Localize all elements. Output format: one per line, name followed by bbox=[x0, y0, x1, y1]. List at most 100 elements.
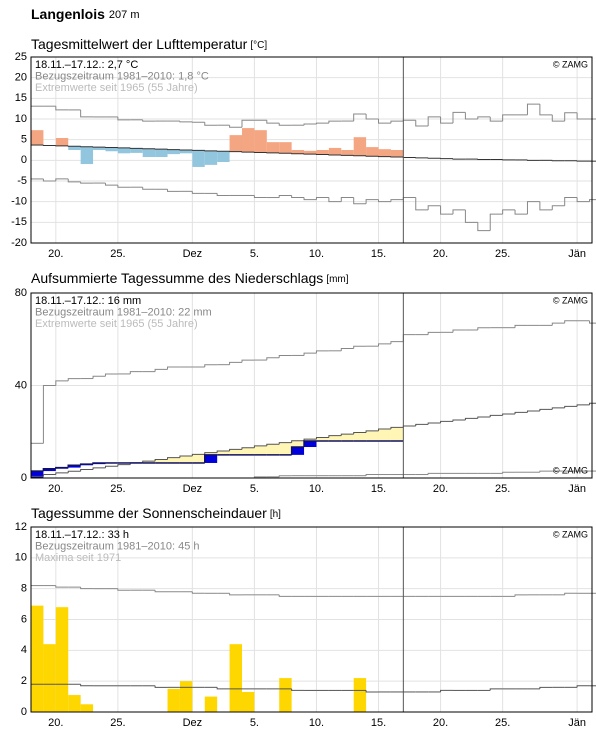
min-line bbox=[526, 201, 540, 215]
min-line bbox=[589, 199, 596, 202]
min-line bbox=[315, 197, 329, 200]
anomaly-bar bbox=[390, 150, 404, 158]
anomaly-bar bbox=[204, 150, 218, 165]
normal-line bbox=[167, 457, 180, 460]
normal-line bbox=[378, 428, 391, 431]
deficit-area bbox=[279, 442, 292, 455]
max-line bbox=[117, 588, 131, 591]
anomaly-bar bbox=[366, 147, 379, 157]
deficit-area bbox=[328, 435, 342, 441]
anomaly-bar bbox=[105, 147, 118, 152]
normal-line bbox=[216, 450, 230, 453]
x-tick-label: 20. bbox=[48, 248, 63, 260]
y-tick-label: -20 bbox=[11, 237, 27, 249]
bar bbox=[279, 678, 292, 712]
anomaly-bar bbox=[378, 149, 391, 157]
normal-line bbox=[514, 411, 528, 414]
max-line bbox=[477, 116, 491, 119]
deficit-area bbox=[241, 447, 255, 455]
min-line bbox=[278, 194, 292, 198]
y-tick-label: 80 bbox=[15, 287, 27, 299]
x-tick-label: 10. bbox=[309, 483, 324, 495]
max-line bbox=[427, 331, 441, 335]
station-name: Langenlois bbox=[31, 6, 105, 22]
actual-line bbox=[204, 454, 218, 463]
deficit-area bbox=[142, 461, 156, 463]
anomaly-bar bbox=[353, 137, 367, 156]
anomaly-bar bbox=[80, 146, 94, 165]
normal-line bbox=[204, 452, 218, 455]
max-line bbox=[551, 114, 565, 122]
min-line bbox=[340, 197, 354, 202]
deficit-area bbox=[204, 452, 218, 455]
max-line bbox=[241, 359, 255, 363]
max-line bbox=[92, 375, 106, 379]
max-line bbox=[328, 120, 342, 124]
normal-line bbox=[576, 404, 590, 407]
anomaly-bar bbox=[93, 147, 106, 150]
normal-line bbox=[440, 420, 453, 423]
x-tick-label: 15. bbox=[371, 248, 386, 260]
bar bbox=[31, 605, 44, 712]
max-line bbox=[266, 120, 280, 124]
anomaly-bar bbox=[179, 150, 193, 154]
y-tick-label: -10 bbox=[11, 196, 27, 208]
deficit-area bbox=[353, 432, 367, 441]
chart-panel: Aufsummierte Tagessumme des Niederschlag… bbox=[15, 270, 596, 495]
max-line bbox=[315, 350, 329, 354]
plot-frame bbox=[30, 292, 593, 479]
normal-line bbox=[179, 455, 193, 458]
daily-increase bbox=[304, 441, 317, 448]
anomaly-bar bbox=[254, 130, 267, 153]
max-line bbox=[55, 106, 69, 111]
min-line bbox=[167, 189, 180, 192]
max-line bbox=[55, 380, 69, 386]
anomaly-bar bbox=[229, 135, 242, 152]
min-line bbox=[539, 470, 553, 473]
note: Bezugszeitraum 1981–2010: 22 mm bbox=[35, 306, 212, 318]
max-line bbox=[80, 587, 94, 590]
daily-increase bbox=[31, 471, 44, 478]
normal-line bbox=[477, 416, 491, 419]
bar bbox=[353, 678, 367, 712]
anomaly-bar bbox=[217, 151, 230, 162]
normal-line bbox=[526, 410, 540, 413]
min-line bbox=[42, 178, 56, 182]
x-tick-label: Dez bbox=[183, 717, 203, 729]
y-tick-label: 15 bbox=[15, 92, 27, 104]
note: Bezugszeitraum 1981–2010: 1,8 °C bbox=[35, 70, 209, 82]
bar bbox=[55, 607, 69, 712]
normal-line bbox=[589, 402, 596, 405]
deficit-area bbox=[390, 427, 404, 441]
normal-line bbox=[551, 407, 565, 410]
normal-line bbox=[278, 442, 292, 445]
min-line bbox=[117, 185, 131, 188]
min-line bbox=[576, 197, 590, 203]
anomaly-bar bbox=[55, 138, 69, 146]
min-line bbox=[551, 205, 565, 210]
note: 18.11.–17.12.: 33 h bbox=[35, 529, 129, 541]
x-tick-label: 20. bbox=[433, 717, 448, 729]
min-line bbox=[67, 178, 81, 183]
x-tick-label: 25. bbox=[110, 483, 125, 495]
normal-line bbox=[253, 445, 267, 448]
max-line bbox=[502, 114, 516, 122]
anomaly-bar bbox=[192, 150, 205, 167]
anomaly-bar bbox=[341, 150, 354, 156]
x-tick-label: 20. bbox=[433, 483, 448, 495]
deficit-area bbox=[304, 439, 317, 441]
source: © ZAMG bbox=[553, 529, 588, 539]
min-line bbox=[104, 183, 118, 186]
min-line bbox=[464, 209, 478, 223]
daily-increase bbox=[43, 468, 56, 472]
bar bbox=[204, 696, 218, 712]
x-tick-label: 25. bbox=[495, 483, 510, 495]
max-line bbox=[452, 329, 466, 333]
normal-line bbox=[191, 453, 205, 457]
chart-panel: Tagessumme der Sonnenscheindauer [h] 0 2 4 6 8… bbox=[15, 505, 596, 729]
deficit-area bbox=[378, 428, 391, 441]
max-line bbox=[129, 371, 143, 374]
normal-line bbox=[489, 688, 503, 691]
deficit-area bbox=[316, 437, 329, 441]
source: © ZAMG bbox=[553, 295, 588, 305]
